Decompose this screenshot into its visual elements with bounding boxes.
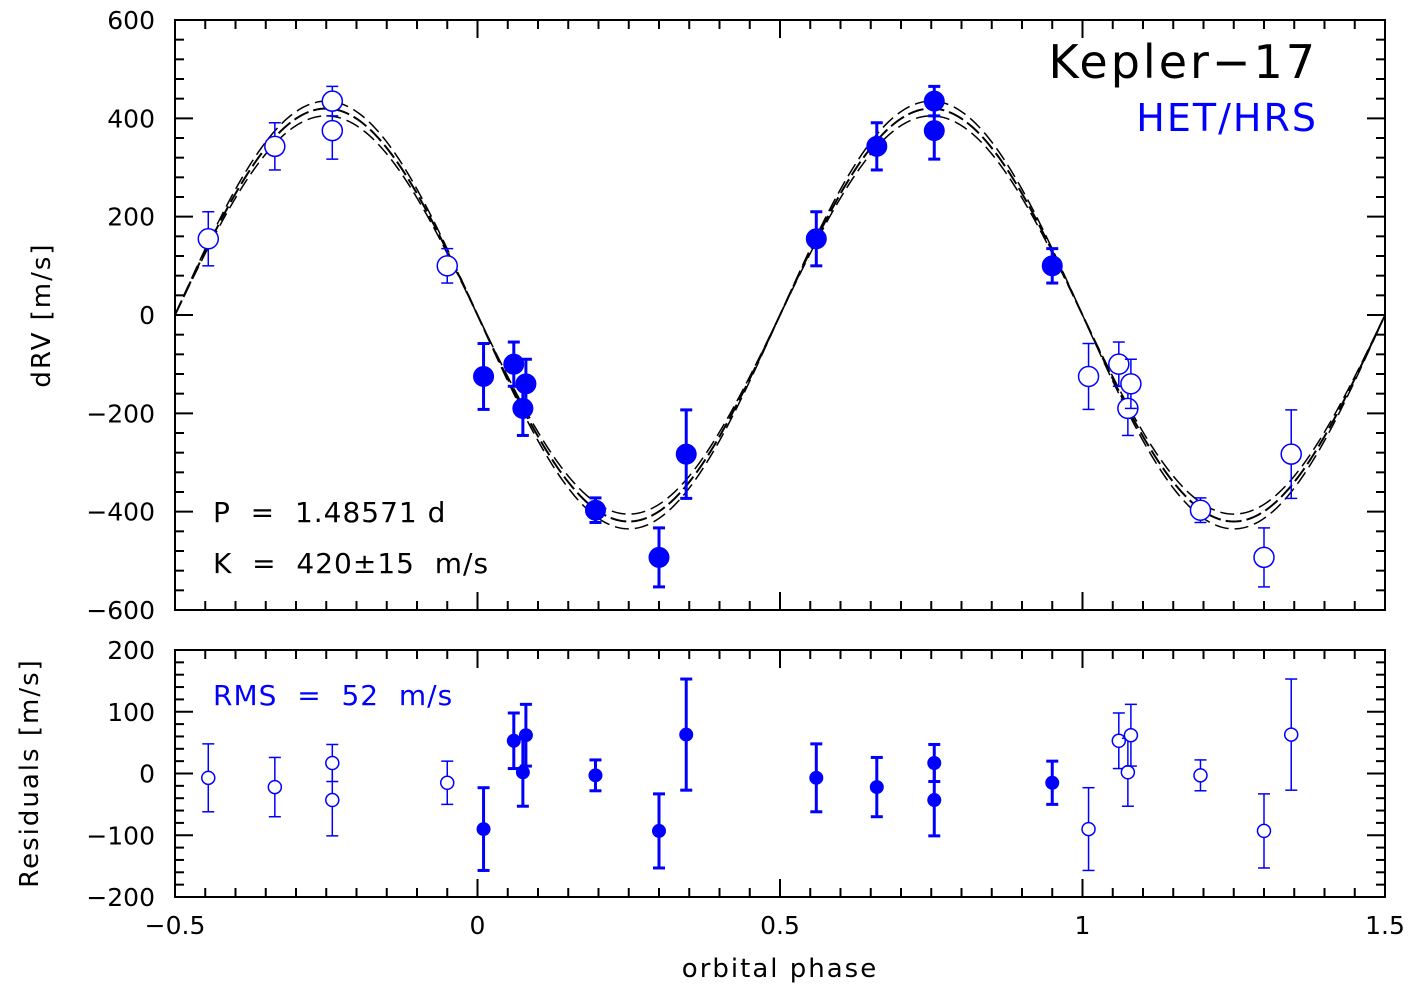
data-point-open	[1081, 821, 1096, 837]
y-tick-label: −400	[86, 498, 155, 527]
data-point-open	[1253, 546, 1275, 569]
chart-subtitle: HET/HRS	[1136, 96, 1318, 140]
y-tick-label: −100	[86, 821, 155, 850]
data-point-open	[1256, 823, 1272, 839]
data-point-filled	[515, 373, 537, 395]
chart-title: Kepler−17	[1049, 35, 1318, 89]
data-point-filled	[923, 90, 945, 112]
data-point-filled	[588, 768, 603, 783]
data-point-filled	[869, 780, 884, 795]
y-tick-label: 200	[107, 636, 155, 665]
semi-amplitude-annotation: K = 420±15 m/s	[213, 547, 489, 580]
data-point-filled	[648, 546, 670, 568]
data-point-filled	[476, 822, 491, 837]
data-point-filled	[927, 756, 942, 771]
y-tick-label: 200	[107, 203, 155, 232]
data-point-filled	[518, 728, 533, 743]
data-point-open	[325, 792, 340, 808]
rv-ticks	[174, 19, 1386, 611]
data-point-filled	[809, 770, 824, 785]
data-point-filled	[473, 365, 495, 387]
data-point-filled	[866, 135, 888, 157]
period-annotation: P = 1.48571 d	[213, 496, 446, 529]
y-tick-label: −200	[86, 399, 155, 428]
data-point-filled	[503, 353, 525, 375]
data-point-open	[1120, 373, 1142, 395]
data-point-open	[1123, 727, 1139, 743]
data-point-open	[440, 775, 455, 791]
data-point-filled	[679, 727, 694, 742]
data-point-open	[201, 770, 216, 786]
rv-panel: −600 −400 −200 0 200 400 600 dRV [m/s] Kepler−…	[27, 6, 1386, 625]
residuals-data-points	[201, 677, 1299, 872]
data-point-open	[1111, 733, 1127, 749]
data-point-open	[264, 135, 286, 158]
data-point-open	[267, 779, 283, 795]
data-point-open	[321, 119, 344, 142]
data-point-filled	[675, 443, 697, 465]
x-tick-label: 1	[1075, 911, 1091, 940]
rv-ytick-labels: −600 −400 −200 0 200 400 600	[86, 6, 155, 625]
data-point-open	[321, 90, 344, 112]
y-tick-label: −600	[86, 596, 155, 625]
data-point-open	[1077, 365, 1100, 388]
x-tick-label: 0.5	[760, 911, 800, 940]
data-point-open	[197, 228, 220, 250]
data-point-filled	[652, 823, 666, 838]
y-tick-label: 0	[139, 301, 155, 330]
data-point-filled	[1045, 775, 1060, 790]
rv-model-curves	[174, 100, 1386, 530]
y-tick-label: 100	[107, 698, 155, 727]
residuals-panel: −200 −100 0 100 200 −0.5 0 0.5 1 1.5 Residuals […	[15, 636, 1405, 984]
data-point-filled	[506, 733, 521, 748]
data-point-filled	[923, 120, 945, 142]
y-tick-label: 600	[107, 6, 155, 35]
data-point-open	[1280, 443, 1302, 465]
data-point-filled	[584, 499, 606, 521]
x-tick-label: −0.5	[145, 911, 206, 940]
residuals-y-axis-label: Residuals [m/s]	[15, 658, 45, 888]
rv-data-points	[197, 84, 1302, 589]
x-tick-label: 0	[470, 911, 486, 940]
model-curve	[174, 100, 1386, 530]
data-point-open	[1108, 353, 1130, 375]
data-point-open	[325, 755, 340, 771]
data-point-filled	[805, 228, 827, 250]
data-point-open	[1283, 727, 1299, 742]
x-tick-labels: −0.5 0 0.5 1 1.5	[145, 911, 1405, 940]
x-tick-label: 1.5	[1365, 911, 1405, 940]
data-point-open	[1193, 768, 1208, 783]
data-point-filled	[1041, 255, 1063, 277]
data-point-open	[436, 255, 458, 277]
residuals-ticks	[174, 649, 1386, 898]
residuals-ytick-labels: −200 −100 0 100 200	[86, 636, 155, 912]
y-tick-label: 400	[107, 104, 155, 133]
data-point-open	[1120, 765, 1136, 780]
data-point-filled	[515, 765, 530, 780]
y-tick-label: 0	[139, 760, 155, 789]
y-tick-label: −200	[86, 883, 155, 912]
data-point-open	[1189, 499, 1212, 521]
data-point-filled	[927, 793, 942, 808]
rms-annotation: RMS = 52 m/s	[213, 679, 453, 712]
rv-y-axis-label: dRV [m/s]	[27, 242, 57, 387]
x-axis-label: orbital phase	[682, 954, 878, 984]
